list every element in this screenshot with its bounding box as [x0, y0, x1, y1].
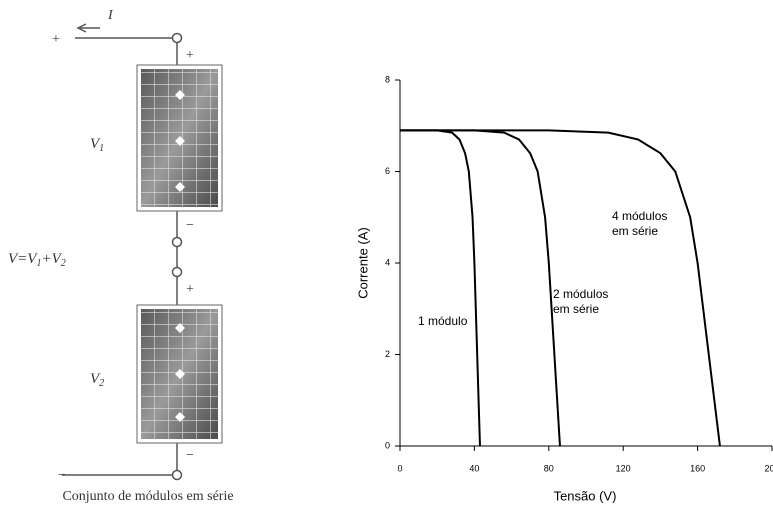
subscript: 1 — [36, 258, 41, 269]
sign: − — [186, 448, 194, 463]
y-tick-label: 2 — [385, 349, 390, 359]
voltage-label: V2 — [90, 371, 104, 389]
equation: V=V1+V2 — [8, 251, 66, 269]
curve — [400, 129, 721, 447]
equation-part: +V — [41, 251, 62, 267]
x-axis-label: Tensão (V) — [554, 488, 617, 503]
sign: + — [186, 48, 194, 63]
curve-label: 4 módulos em série — [612, 209, 668, 238]
subscript: 1 — [99, 143, 104, 154]
y-tick-label: 4 — [385, 257, 390, 267]
circuit — [62, 23, 183, 481]
curve — [400, 129, 481, 447]
subscript: 2 — [99, 378, 104, 389]
current-label: I — [107, 8, 114, 23]
curve — [400, 129, 561, 447]
sign: + — [52, 32, 60, 47]
x-tick-label: 80 — [544, 463, 554, 473]
x-tick-label: 0 — [397, 463, 402, 473]
curve-label: 2 módulos em série — [553, 287, 609, 316]
curve-label: 1 módulo — [418, 314, 468, 328]
x-tick-label: 120 — [616, 463, 631, 473]
y-tick-label: 0 — [385, 440, 390, 450]
x-tick-label: 40 — [469, 463, 479, 473]
x-tick-label: 200 — [764, 463, 773, 473]
symbol: V — [90, 371, 101, 387]
symbol: V — [90, 136, 101, 152]
caption: Conjunto de módulos em série — [62, 489, 233, 504]
subscript: 2 — [61, 258, 66, 269]
y-tick-label: 6 — [385, 166, 390, 176]
sign: − — [58, 468, 66, 483]
voltage-label: V1 — [90, 136, 104, 154]
solar-module — [136, 304, 223, 444]
y-tick-label: 8 — [385, 74, 390, 84]
y-axis-label: Corrente (A) — [355, 227, 370, 299]
solar-module — [136, 64, 223, 212]
equation-part: V=V — [8, 251, 38, 267]
sign: + — [186, 282, 194, 297]
sign: − — [186, 218, 194, 233]
x-tick-label: 160 — [690, 463, 705, 473]
